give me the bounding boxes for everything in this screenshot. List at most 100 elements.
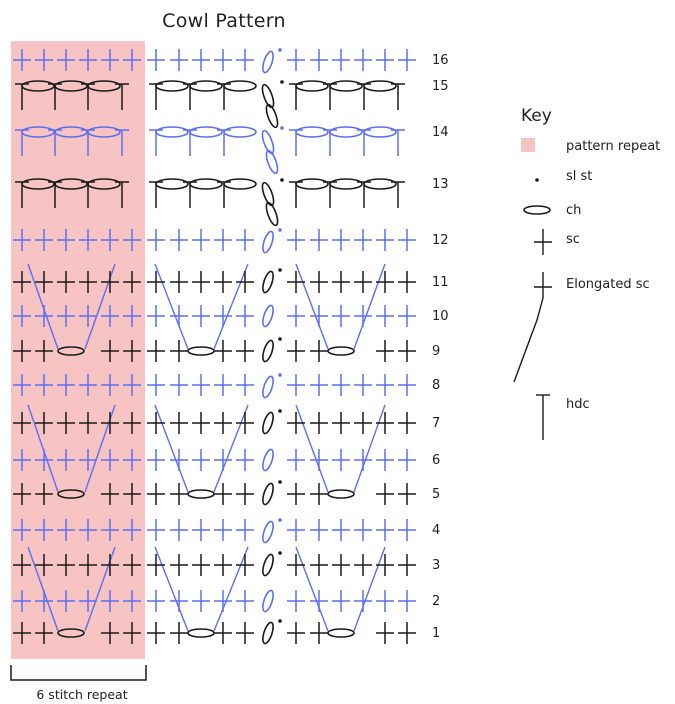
- hdc-stitch: [15, 181, 29, 208]
- row-number: 6: [432, 453, 440, 468]
- sc-stitch: [310, 519, 328, 541]
- sc-stitch: [13, 49, 31, 71]
- sc-stitch: [170, 374, 188, 396]
- hdc-stitch: [183, 129, 197, 156]
- sc-stitch: [79, 519, 97, 541]
- ch-stitch: [187, 489, 215, 499]
- chart-row: [15, 126, 405, 175]
- sc-stitch: [192, 271, 210, 293]
- sc-stitch: [214, 590, 232, 612]
- hdc-stitch: [81, 181, 95, 208]
- ch-stitch: [329, 80, 363, 92]
- sc-stitch: [287, 483, 305, 505]
- chart-row: [13, 409, 416, 435]
- sc-stitch: [398, 622, 416, 644]
- sc-stitch: [214, 271, 232, 293]
- chart-row: [13, 304, 416, 328]
- sc-stitch: [123, 590, 141, 612]
- sc-stitch: [35, 340, 53, 362]
- sc-stitch: [57, 374, 75, 396]
- elongated-sc: [154, 404, 249, 493]
- sc-stitch: [170, 271, 188, 293]
- row-number: 2: [432, 594, 440, 609]
- sc-stitch: [332, 374, 350, 396]
- sc-stitch: [192, 49, 210, 71]
- hdc-stitch: [391, 129, 405, 156]
- chart-row: [13, 589, 416, 613]
- ch-stitch: [262, 270, 274, 294]
- sc-stitch: [192, 449, 210, 471]
- hdc-stitch: [217, 181, 231, 208]
- sc-stitch: [310, 554, 328, 576]
- sc-stitch: [79, 49, 97, 71]
- sc-stitch: [287, 271, 305, 293]
- hdc-stitch: [289, 181, 303, 208]
- elongated-sc: [295, 546, 386, 632]
- sc-stitch: [354, 49, 372, 71]
- sc-stitch: [35, 590, 53, 612]
- sc-stitch: [398, 229, 416, 251]
- hdc-stitch: [149, 129, 163, 156]
- sc-stitch: [170, 519, 188, 541]
- sl-st-stitch: [278, 619, 282, 623]
- sc-stitch: [332, 305, 350, 327]
- ch-stitch: [155, 178, 189, 190]
- sc-stitch: [57, 554, 75, 576]
- ch-stitch: [262, 553, 274, 577]
- sc-stitch: [192, 519, 210, 541]
- sc-stitch: [147, 340, 165, 362]
- sc-stitch: [376, 229, 394, 251]
- chart-row: [13, 337, 416, 363]
- sc-stitch: [147, 622, 165, 644]
- hdc-stitch: [183, 83, 197, 110]
- sc-stitch: [170, 412, 188, 434]
- sc-stitch: [192, 229, 210, 251]
- sc-stitch: [332, 412, 350, 434]
- sc-stitch: [57, 229, 75, 251]
- hdc-stitch: [357, 181, 371, 208]
- sc-stitch: [398, 483, 416, 505]
- sc-stitch: [287, 305, 305, 327]
- ch-stitch: [265, 149, 279, 175]
- chart-row: [13, 268, 416, 294]
- sc-stitch: [35, 374, 53, 396]
- sc-stitch: [170, 483, 188, 505]
- sc-stitch: [236, 519, 254, 541]
- sc-stitch: [310, 449, 328, 471]
- sc-stitch: [35, 483, 53, 505]
- sc-stitch: [354, 554, 372, 576]
- chart-row: [13, 518, 416, 544]
- ch-stitch: [262, 304, 274, 328]
- legend: Key pattern repeat sl st ch sc Elongated…: [513, 106, 660, 440]
- sc-stitch: [287, 412, 305, 434]
- sc-stitch: [13, 412, 31, 434]
- ch-stitch: [363, 178, 397, 190]
- elongated-sc: [154, 263, 249, 350]
- sc-stitch: [13, 271, 31, 293]
- legend-heading: Key: [521, 106, 552, 126]
- sl-st-stitch: [280, 126, 284, 130]
- sc-stitch: [192, 590, 210, 612]
- sc-stitch: [376, 590, 394, 612]
- sc-stitch: [57, 271, 75, 293]
- stitch-rows: [13, 48, 416, 645]
- row-number: 1: [432, 626, 440, 641]
- sc-stitch: [13, 622, 31, 644]
- sc-stitch: [147, 449, 165, 471]
- sc-stitch: [123, 554, 141, 576]
- sc-stitch: [13, 590, 31, 612]
- sc-stitch: [101, 305, 119, 327]
- row-number: 16: [432, 53, 449, 68]
- sc-stitch: [147, 554, 165, 576]
- legend-label-sl-st: sl st: [566, 169, 592, 184]
- elongated-sc: [295, 263, 386, 350]
- hdc-stitch: [115, 181, 129, 208]
- sc-symbol: [534, 229, 552, 255]
- sl-st-stitch: [280, 80, 284, 84]
- sc-stitch: [236, 412, 254, 434]
- sc-stitch: [236, 622, 254, 644]
- sc-stitch: [79, 305, 97, 327]
- chart-row: [13, 228, 416, 254]
- sc-stitch: [101, 554, 119, 576]
